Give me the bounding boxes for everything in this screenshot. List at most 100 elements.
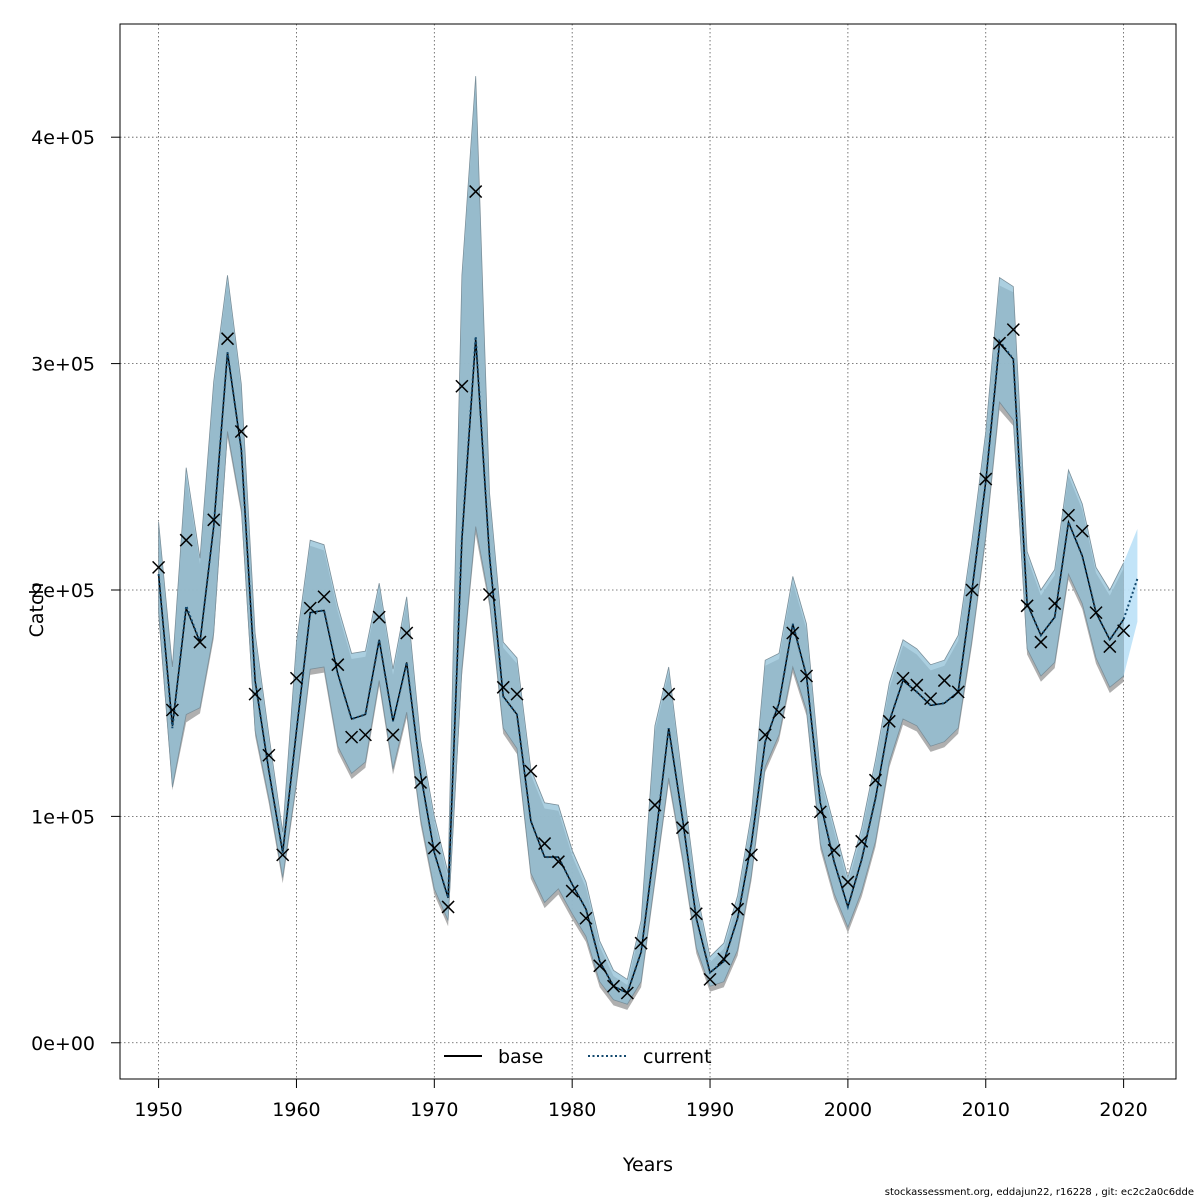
marker-stroke: [165, 703, 179, 717]
observed-point: [1117, 624, 1131, 638]
legend-current-label: current: [643, 1046, 712, 1068]
marker-stroke: [317, 590, 331, 604]
marker-stroke: [882, 714, 896, 728]
marker-stroke: [248, 687, 262, 701]
observed-point: [1020, 599, 1034, 613]
observed-point: [262, 748, 276, 762]
observed-point: [400, 626, 414, 640]
footer-credit: stockassessment.org, eddajun22, r16228 ,…: [884, 1187, 1194, 1198]
marker-stroke: [979, 472, 993, 486]
observed-point: [372, 610, 386, 624]
observed-point: [800, 669, 814, 683]
observed-point: [1061, 508, 1076, 522]
marker-stroke: [358, 728, 372, 742]
marker-stroke: [386, 728, 400, 742]
marker-stroke: [276, 848, 290, 862]
marker-stroke: [841, 875, 855, 889]
observed-point: [882, 714, 896, 728]
observed-point: [731, 902, 745, 916]
marker-stroke: [662, 687, 676, 701]
y-tick-label: 2e+05: [31, 580, 95, 602]
marker-stroke: [496, 680, 510, 694]
marker-stroke: [924, 692, 938, 706]
marker-stroke: [1117, 624, 1131, 638]
marker-stroke: [896, 671, 910, 685]
observed-point: [813, 805, 827, 819]
plot-frame: [119, 23, 1177, 1080]
observed-point: [248, 687, 262, 701]
observed-point: [951, 685, 965, 699]
observed-point: [1006, 323, 1020, 337]
marker-stroke: [620, 986, 634, 1000]
marker-stroke: [827, 843, 841, 857]
marker-stroke: [372, 610, 386, 624]
y-axis-title: Catch: [26, 583, 48, 638]
marker-stroke: [482, 587, 496, 602]
marker-stroke: [593, 959, 607, 973]
marker-stroke: [262, 748, 276, 762]
marker-stroke: [565, 884, 579, 898]
marker-stroke: [455, 379, 469, 393]
axes: 1950 1960 1970 1980 1990 2000 2010 2020 0e+00 1e+…: [31, 127, 1148, 1121]
observed-point: [993, 336, 1007, 350]
observed-point: [1048, 597, 1062, 611]
observed-point: [358, 728, 372, 742]
observed-point: [827, 843, 841, 857]
observed-point: [786, 626, 800, 640]
observed-point: [179, 533, 193, 547]
y-tick-label: 1e+05: [31, 806, 95, 828]
observed-point: [744, 848, 758, 862]
marker-stroke: [855, 834, 869, 848]
observed-point: [1103, 640, 1117, 654]
series-lines: [157, 336, 1139, 995]
observed-point: [868, 773, 882, 787]
observed-point: [772, 705, 786, 719]
observed-point: [193, 635, 207, 649]
marker-stroke: [1075, 524, 1089, 538]
observed-point: [1034, 635, 1048, 649]
observed-point: [855, 834, 869, 848]
marker-stroke: [758, 728, 772, 742]
observed-point: [565, 884, 579, 898]
observed-point: [662, 687, 676, 701]
marker-stroke: [731, 902, 745, 916]
observed-point: [758, 728, 772, 742]
marker-stroke: [400, 626, 414, 640]
marker-stroke: [331, 658, 345, 672]
marker-stroke: [152, 560, 166, 574]
observed-point: [469, 185, 483, 199]
observed-point: [496, 680, 510, 694]
marker-stroke: [289, 671, 303, 685]
x-tick-label: 2010: [962, 1099, 1010, 1121]
marker-stroke: [965, 583, 979, 597]
marker-stroke: [551, 855, 565, 869]
confidence-bands: [158, 76, 1138, 1010]
observed-point: [303, 601, 317, 615]
y-tick-label: 0e+00: [31, 1033, 95, 1055]
legend-base-label: base: [498, 1046, 543, 1068]
marker-stroke: [345, 730, 359, 744]
observed-point: [896, 671, 910, 685]
line-current: [157, 336, 1139, 995]
legend: base current: [444, 1046, 712, 1068]
observed-point: [910, 678, 924, 692]
marker-stroke: [1020, 599, 1034, 613]
x-tick-label: 1990: [686, 1099, 734, 1121]
marker-stroke: [220, 332, 235, 346]
x-tick-label: 1950: [134, 1099, 182, 1121]
marker-stroke: [524, 764, 538, 778]
marker-stroke: [179, 533, 193, 547]
marker-stroke: [634, 936, 648, 950]
observed-point: [152, 560, 166, 574]
observed-point: [579, 911, 593, 925]
band-current-final: [1123, 528, 1138, 676]
x-tick-label: 2020: [1099, 1099, 1147, 1121]
marker-stroke: [207, 513, 221, 527]
marker-stroke: [744, 848, 758, 862]
observed-point: [455, 379, 469, 393]
x-tick-label: 1960: [272, 1099, 320, 1121]
observed-point: [524, 764, 538, 778]
y-tick-label: 4e+05: [31, 127, 95, 149]
marker-stroke: [648, 798, 662, 812]
